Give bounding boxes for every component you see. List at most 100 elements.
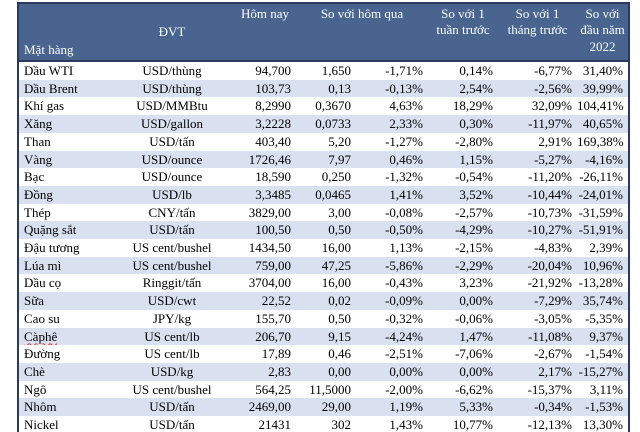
pct-vs-month-cell: -7,29% bbox=[534, 293, 573, 309]
unit-cell: USD/tấn bbox=[149, 417, 195, 432]
pct-vs-month-cell: -2,56% bbox=[534, 80, 573, 96]
pct-vs-yesterday-cell: -0,08% bbox=[385, 204, 424, 220]
unit-cell: US cent/lb bbox=[144, 328, 200, 344]
pct-vs-week-cell: -2,57% bbox=[455, 204, 494, 220]
commodity-name-cell: Than bbox=[24, 133, 51, 149]
price-today-cell: 206,70 bbox=[255, 328, 291, 344]
unit-cell: JPY/kg bbox=[152, 310, 192, 326]
commodity-name-cell: Nhôm bbox=[24, 399, 57, 415]
change-vs-yesterday-cell: 16,00 bbox=[321, 240, 351, 256]
change-vs-yesterday-cell: 3,00 bbox=[328, 204, 351, 220]
table-row: Dầu Brent USD/thùng 103,73 0,13 -0,13% 2… bbox=[18, 79, 630, 98]
commodity-name-cell: Chè bbox=[24, 363, 45, 379]
pct-vs-week-cell: 18,29% bbox=[452, 98, 494, 114]
commodity-name-cell: Lúa mì bbox=[24, 257, 62, 273]
pct-vs-ytd-cell: 2,39% bbox=[589, 240, 624, 256]
change-vs-yesterday-cell: 47,25 bbox=[321, 257, 351, 273]
commodity-name-cell: Dầu Brent bbox=[24, 80, 78, 96]
pct-vs-yesterday-cell: 1,41% bbox=[389, 186, 424, 202]
header-unit: ĐVT bbox=[110, 3, 234, 62]
pct-vs-yesterday-cell: -4,24% bbox=[385, 328, 424, 344]
table-row: Sữa USD/cwt 22,52 0,02 -0,09% 0,00% -7,2… bbox=[18, 292, 630, 310]
unit-cell: CNY/tấn bbox=[148, 204, 196, 220]
pct-vs-week-cell: 1,15% bbox=[459, 151, 494, 167]
pct-vs-month-cell: -0,34% bbox=[534, 399, 573, 415]
table-row: Đường US cent/lb 17,89 0,46 -2,51% -7,06… bbox=[18, 345, 630, 363]
price-today-cell: 155,70 bbox=[255, 310, 291, 326]
pct-vs-ytd-cell: -51,91% bbox=[578, 222, 624, 238]
commodity-name-cell: Vàng bbox=[24, 151, 53, 167]
pct-vs-week-cell: 0,00% bbox=[459, 363, 494, 379]
pct-vs-ytd-cell: -26,11% bbox=[579, 169, 624, 185]
pct-vs-month-cell: 2,91% bbox=[538, 133, 573, 149]
pct-vs-ytd-cell: -13,28% bbox=[578, 275, 624, 291]
unit-cell: US cent/bushel bbox=[132, 257, 212, 273]
commodity-name-cell: Quặng sắt bbox=[24, 222, 77, 238]
change-vs-yesterday-cell: 0,50 bbox=[328, 310, 351, 326]
price-today-cell: 3,3485 bbox=[255, 186, 291, 202]
price-today-cell: 3829,00 bbox=[248, 204, 291, 220]
pct-vs-month-cell: -4,83% bbox=[534, 240, 573, 256]
header-today: Hôm nay bbox=[234, 3, 296, 62]
commodity-name-cell: Dầu WTI bbox=[24, 63, 74, 78]
pct-vs-month-cell: -10,44% bbox=[527, 186, 573, 202]
price-today-cell: 18,590 bbox=[255, 169, 291, 185]
commodity-name-cell: Dầu cọ bbox=[24, 275, 62, 291]
header-commodity: Mặt hàng bbox=[18, 3, 110, 62]
table-row: Nhôm USD/tấn 2469,00 29,00 1,19% 5,33% -… bbox=[18, 398, 630, 417]
commodity-name-cell: Đồng bbox=[24, 186, 53, 202]
table-row: Xăng USD/gallon 3,2228 0,0733 2,33% 0,30… bbox=[18, 115, 630, 133]
pct-vs-week-cell: 10,77% bbox=[452, 417, 494, 432]
unit-cell: USD/thùng bbox=[142, 80, 202, 96]
pct-vs-yesterday-cell: 0,46% bbox=[389, 151, 424, 167]
change-vs-yesterday-cell: 0,0465 bbox=[315, 186, 351, 202]
price-today-cell: 1434,50 bbox=[248, 240, 291, 256]
commodity-name-cell: Cao su bbox=[24, 310, 60, 326]
unit-cell: USD/gallon bbox=[140, 116, 204, 132]
price-today-cell: 21431 bbox=[258, 417, 292, 432]
pct-vs-yesterday-cell: -0,50% bbox=[385, 222, 424, 238]
unit-cell: USD/kg bbox=[150, 363, 194, 379]
table-row: Quặng sắt USD/tấn 100,50 0,50 -0,50% -4,… bbox=[18, 221, 630, 240]
change-vs-yesterday-cell: 0,50 bbox=[328, 222, 351, 238]
unit-cell: USD/ounce bbox=[141, 169, 203, 185]
price-today-cell: 2469,00 bbox=[248, 399, 291, 415]
price-today-cell: 403,40 bbox=[255, 133, 291, 149]
pct-vs-month-cell: -2,67% bbox=[534, 346, 573, 362]
pct-vs-week-cell: -0,54% bbox=[455, 169, 494, 185]
pct-vs-month-cell: -15,37% bbox=[527, 381, 573, 397]
pct-vs-yesterday-cell: 0,00% bbox=[389, 363, 424, 379]
commodity-name-cell: Đường bbox=[24, 346, 61, 362]
pct-vs-ytd-cell: -4,16% bbox=[585, 151, 624, 167]
price-today-cell: 1726,46 bbox=[248, 151, 291, 167]
pct-vs-week-cell: 0,30% bbox=[459, 116, 494, 132]
pct-vs-ytd-cell: 31,40% bbox=[582, 63, 624, 78]
pct-vs-week-cell: -0,06% bbox=[455, 310, 494, 326]
table-row: Chè USD/kg 2,83 0,00 0,00% 0,00% 2,17% -… bbox=[18, 362, 630, 381]
pct-vs-month-cell: 32,09% bbox=[531, 98, 573, 114]
table-row: Thép CNY/tấn 3829,00 3,00 -0,08% -2,57% … bbox=[18, 203, 630, 222]
change-vs-yesterday-cell: 0,3670 bbox=[315, 98, 351, 114]
commodity-name-cell: Đậu tương bbox=[24, 240, 80, 256]
price-today-cell: 100,50 bbox=[255, 222, 291, 238]
pct-vs-week-cell: -6,62% bbox=[455, 381, 494, 397]
unit-cell: USD/cwt bbox=[147, 293, 197, 309]
pct-vs-yesterday-cell: -0,13% bbox=[385, 80, 424, 96]
price-today-cell: 759,00 bbox=[255, 257, 291, 273]
pct-vs-yesterday-cell: -5,86% bbox=[385, 257, 424, 273]
pct-vs-ytd-cell: 13,30% bbox=[582, 417, 624, 432]
unit-cell: USD/tấn bbox=[149, 133, 195, 149]
pct-vs-ytd-cell: 9,37% bbox=[589, 328, 624, 344]
change-vs-yesterday-cell: 9,15 bbox=[328, 328, 351, 344]
pct-vs-yesterday-cell: -0,43% bbox=[385, 275, 424, 291]
price-today-cell: 17,89 bbox=[261, 346, 291, 362]
change-vs-yesterday-cell: 7,97 bbox=[328, 151, 351, 167]
table-body: Dầu WTI USD/thùng 94,700 1,650 -1,71% 0,… bbox=[18, 61, 630, 432]
unit-cell: Ringgit/tấn bbox=[142, 275, 202, 291]
unit-cell: USD/ounce bbox=[141, 151, 203, 167]
pct-vs-yesterday-cell: -0,32% bbox=[385, 310, 424, 326]
pct-vs-month-cell: -5,27% bbox=[534, 151, 573, 167]
header-vs-month: So với 1 tháng trước bbox=[498, 3, 578, 62]
price-today-cell: 3704,00 bbox=[248, 275, 291, 291]
price-today-cell: 94,700 bbox=[255, 63, 291, 78]
